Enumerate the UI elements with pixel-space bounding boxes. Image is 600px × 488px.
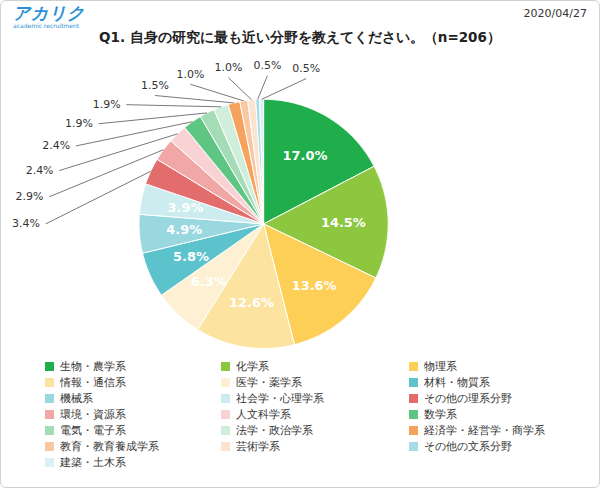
svg-text:3.4%: 3.4% <box>12 217 40 230</box>
svg-text:4.9%: 4.9% <box>166 222 202 237</box>
svg-text:2.4%: 2.4% <box>42 139 70 152</box>
html-text:医学・薬学系: 医学・薬学系 <box>236 376 302 389</box>
html-text:建築・土木系: 建築・土木系 <box>60 456 126 469</box>
svg-text:2.9%: 2.9% <box>15 190 43 203</box>
html-text:情報・通信系: 情報・通信系 <box>60 376 126 389</box>
html-text:法学・政治学系: 法学・政治学系 <box>236 424 313 437</box>
html-text:アカリク: アカリク <box>13 3 85 23</box>
svg-text:3.9%: 3.9% <box>168 200 204 215</box>
html-text:その他の文系分野: その他の文系分野 <box>424 440 512 453</box>
html-text:物理系: 物理系 <box>424 360 457 373</box>
svg-text:13.6%: 13.6% <box>292 278 337 293</box>
svg-text:1.0%: 1.0% <box>214 61 242 74</box>
html-text:academic recruitment: academic recruitment <box>13 22 80 29</box>
svg-text:14.5%: 14.5% <box>321 215 366 230</box>
html-text:数学系: 数学系 <box>424 408 457 421</box>
html-text:環境・資源系: 環境・資源系 <box>60 408 126 421</box>
html-text:材料・物質系: 材料・物質系 <box>424 376 490 389</box>
html-text:2020/04/27: 2020/04/27 <box>523 7 587 20</box>
html-text:人文科学系: 人文科学系 <box>236 408 291 421</box>
svg-text:12.6%: 12.6% <box>229 295 274 310</box>
svg-text:6.3%: 6.3% <box>191 274 227 289</box>
html-text:経済学・経営学・商学系: 経済学・経営学・商学系 <box>424 424 545 437</box>
svg-text:2.4%: 2.4% <box>26 164 54 177</box>
html-text:Q1. 自身の研究に最も近い分野を教えてください。（n=20: Q1. 自身の研究に最も近い分野を教えてください。（n=206） <box>99 29 501 45</box>
html-text:電気・電子系: 電気・電子系 <box>60 424 126 437</box>
svg-text:1.0%: 1.0% <box>177 68 205 81</box>
svg-text:1.5%: 1.5% <box>141 79 169 92</box>
svg-text:0.5%: 0.5% <box>292 62 320 75</box>
svg-text:0.5%: 0.5% <box>253 59 281 72</box>
html-text:化学系: 化学系 <box>236 360 269 373</box>
html-text:機械系: 機械系 <box>60 392 93 405</box>
svg-text:17.0%: 17.0% <box>283 148 328 163</box>
html-text:芸術学系: 芸術学系 <box>236 440 280 453</box>
html-text:社会学・心理学系: 社会学・心理学系 <box>236 392 324 405</box>
html-text:教育・教育養成学系: 教育・教育養成学系 <box>60 440 159 453</box>
html-text:その他の理系分野: その他の理系分野 <box>424 392 512 405</box>
html-text:生物・農学系: 生物・農学系 <box>60 360 126 373</box>
svg-text:1.9%: 1.9% <box>93 98 121 111</box>
svg-text:5.8%: 5.8% <box>173 249 209 264</box>
svg-text:1.9%: 1.9% <box>65 117 93 130</box>
